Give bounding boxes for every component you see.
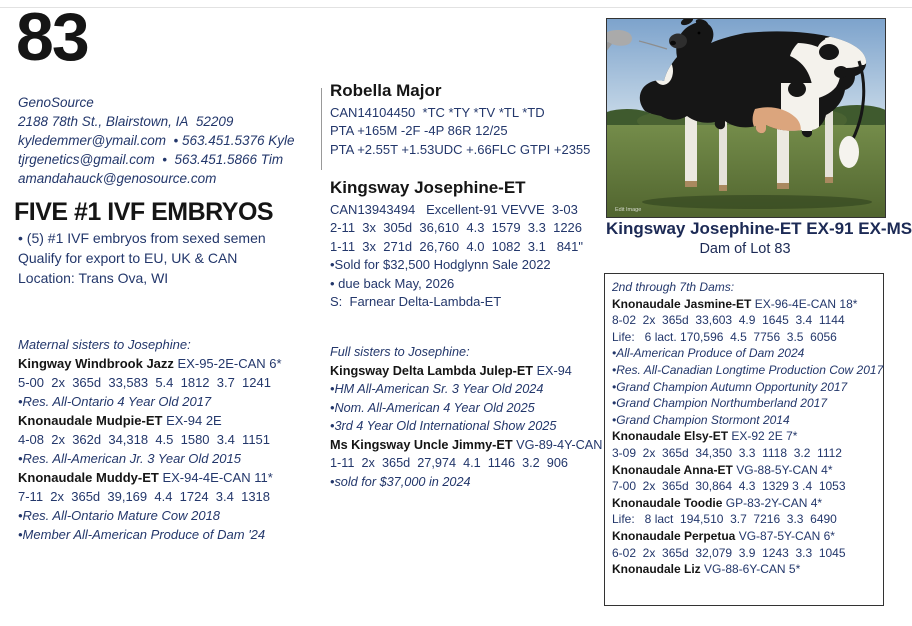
svg-text:Edit Image: Edit Image xyxy=(615,207,641,213)
